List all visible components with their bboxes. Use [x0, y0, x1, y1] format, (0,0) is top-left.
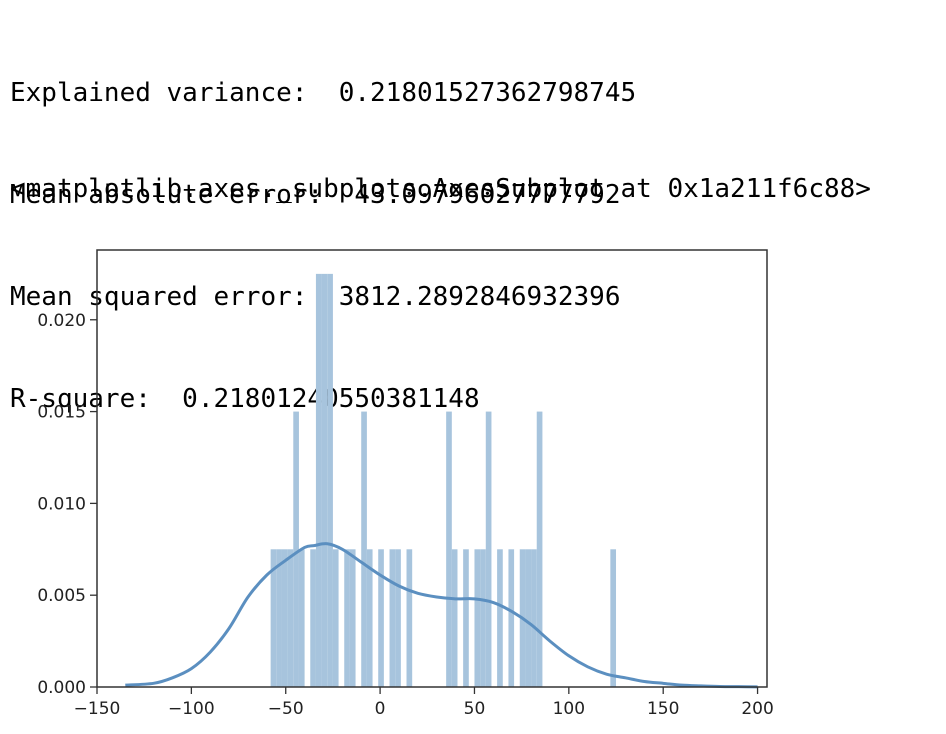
mean-squared-error-line: Mean squared error: 3812.2892846932396 [10, 282, 621, 312]
x-tick-label: 150 [647, 699, 679, 719]
y-tick-label: 0.005 [37, 586, 86, 606]
histogram-bar [287, 549, 294, 687]
histogram-bar [610, 549, 617, 687]
histogram-bar [536, 411, 543, 687]
histogram-bar [395, 549, 401, 687]
y-tick-label: 0.000 [37, 678, 86, 698]
histogram-bar [276, 549, 282, 687]
histogram-bar [298, 549, 305, 687]
histogram-bar [531, 549, 537, 687]
histogram-bar [344, 549, 350, 687]
histogram-bar [525, 549, 532, 687]
histogram-bar [366, 549, 373, 687]
histogram-bar [361, 411, 367, 687]
y-tick-label: 0.020 [37, 311, 86, 331]
histogram-bar [327, 273, 333, 687]
histogram-bar [321, 273, 328, 687]
explained-variance-line: Explained variance: 0.21801527362798745 [10, 78, 637, 108]
histogram-bar [497, 549, 503, 687]
x-tick-label: −50 [268, 699, 304, 719]
x-tick-label: 0 [375, 699, 386, 719]
histogram-bar [281, 549, 288, 687]
histogram-bar [508, 549, 515, 687]
histogram-bar [485, 411, 492, 687]
histogram-bar [270, 549, 277, 687]
histogram-bar [315, 273, 322, 687]
histogram-bar [389, 549, 396, 687]
y-tick-label: 0.015 [37, 403, 86, 423]
x-tick-label: 50 [464, 699, 486, 719]
histogram-bar [332, 549, 339, 687]
histogram-bar [406, 549, 413, 687]
histogram-bar [451, 549, 458, 687]
x-axis-ticks: −150 −100 −50 0 50 100 150 200 [74, 687, 774, 719]
x-tick-label: 100 [553, 699, 585, 719]
y-axis-ticks: 0.000 0.005 0.010 0.015 0.020 [37, 311, 97, 698]
histogram-bar [378, 549, 384, 687]
mean-absolute-error-line: Mean absolute error: 43.09796027777792 [10, 180, 621, 210]
x-tick-label: −100 [168, 699, 215, 719]
histogram-bar [480, 549, 486, 687]
x-tick-label: 200 [741, 699, 773, 719]
histogram-bar [293, 411, 299, 687]
histogram-bar [349, 549, 356, 687]
histogram-bar [446, 411, 452, 687]
histogram-bar [463, 549, 469, 687]
kde-curve [125, 542, 758, 689]
histogram-bar [310, 549, 316, 687]
x-tick-label: −150 [74, 699, 121, 719]
axes-repr-output: <matplotlib.axes._subplots.AxesSubplot a… [10, 174, 871, 204]
histogram-bar [474, 549, 481, 687]
histogram-bars [270, 273, 617, 687]
axes-frame [96, 249, 768, 688]
y-tick-label: 0.010 [37, 494, 86, 514]
